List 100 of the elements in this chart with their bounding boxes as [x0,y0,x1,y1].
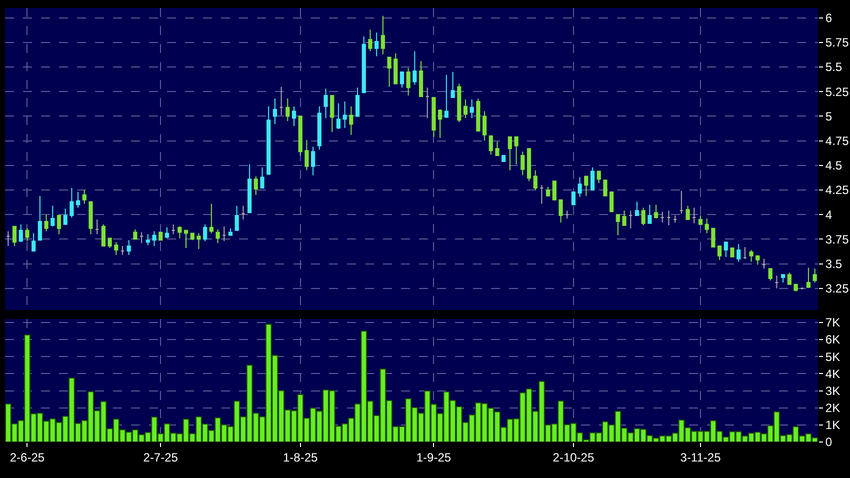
candlestick [18,224,23,243]
candlestick [44,214,48,232]
candlestick [298,116,302,156]
candlestick [686,205,690,220]
candlestick [692,207,696,224]
y-tick-label: 5.75 [825,36,850,50]
candlestick [476,98,480,132]
candlestick [25,228,30,242]
y-tick-label: 4K [825,366,840,381]
candlestick [641,207,646,226]
candlestick [406,68,410,96]
candlestick [610,191,614,212]
y-tick-label: 4.5 [825,158,842,173]
candlestick [374,32,379,57]
candlestick [355,87,360,117]
candlestick [787,272,792,285]
candlestick [546,186,550,196]
candlestick [126,240,131,256]
candlestick [101,224,106,247]
candlestick [660,211,664,223]
candlestick [120,246,125,256]
candlestick [63,208,68,225]
candlestick [56,214,62,235]
candlestick [616,214,620,236]
candlestick [603,180,608,196]
y-tick-label: 1K [825,418,840,432]
candlestick [152,230,156,247]
candlestick [774,275,779,289]
y-tick-label: 5.25 [825,84,850,99]
candlestick [178,226,182,239]
y-tick-label: 2K [825,401,840,416]
candlestick [724,242,728,258]
candlestick [95,219,100,235]
candlestick [140,232,144,244]
candlestick [336,102,341,130]
candlestick [457,83,462,123]
candlestick [450,71,455,98]
candlestick [292,106,296,127]
candlestick [679,190,684,214]
candlestick [654,204,658,220]
candlestick [184,230,188,249]
candlestick [762,258,766,270]
candlestick [514,136,518,165]
candlestick [444,74,448,118]
y-tick-label: 5 [825,109,832,124]
candlestick [673,215,678,223]
y-tick-label: 3.5 [825,256,842,271]
y-tick-label: 4 [825,208,832,222]
candlestick [781,274,786,283]
y-tick-label: 6 [825,11,832,26]
candlestick [526,148,532,182]
candlestick [495,141,500,156]
candlestick [508,136,512,171]
candlestick [133,228,138,240]
candlestick [470,98,474,119]
candlestick [736,244,741,262]
candlestick [704,218,709,234]
y-tick-label: 3.25 [825,282,850,296]
candlestick [222,226,226,242]
candlestick [82,189,86,204]
candlestick [50,205,55,227]
candlestick [394,52,398,84]
candlestick [533,170,538,190]
y-tick-label: 6K [825,332,840,347]
candlestick [286,98,290,122]
y-tick-label: 5K [825,350,840,364]
candlestick [324,88,328,119]
candlestick [279,86,284,116]
candlestick [272,98,277,125]
candlestick [266,106,271,175]
candlestick [330,95,334,132]
candlestick [488,135,493,156]
candlestick [756,255,760,266]
candlestick [812,268,817,283]
candlestick [400,71,404,88]
candlestick [247,164,252,214]
candlestick [463,98,468,119]
x-tick-label: 3-11-25 [680,450,722,464]
x-tick-label: 2-10-25 [552,450,594,464]
candlestick [108,238,112,249]
candlestick [228,228,233,236]
candlestick [578,176,582,198]
candlestick [234,205,239,231]
candlestick [412,50,417,86]
candlestick [171,224,176,235]
y-tick-label: 4.25 [825,183,850,198]
candlestick [584,176,588,196]
candlestick [209,203,214,234]
candlestick [203,224,208,242]
candlestick [540,184,544,204]
x-tick-label: 2-7-25 [143,450,178,464]
candlestick [648,204,652,224]
candlestick [114,242,118,256]
candlestick [158,232,163,241]
y-tick-label: 3.75 [825,232,850,246]
candlestick [749,249,754,262]
candlestick [146,234,150,246]
candlestick [666,210,671,226]
candlestick [216,228,220,244]
candlestick [6,230,10,247]
